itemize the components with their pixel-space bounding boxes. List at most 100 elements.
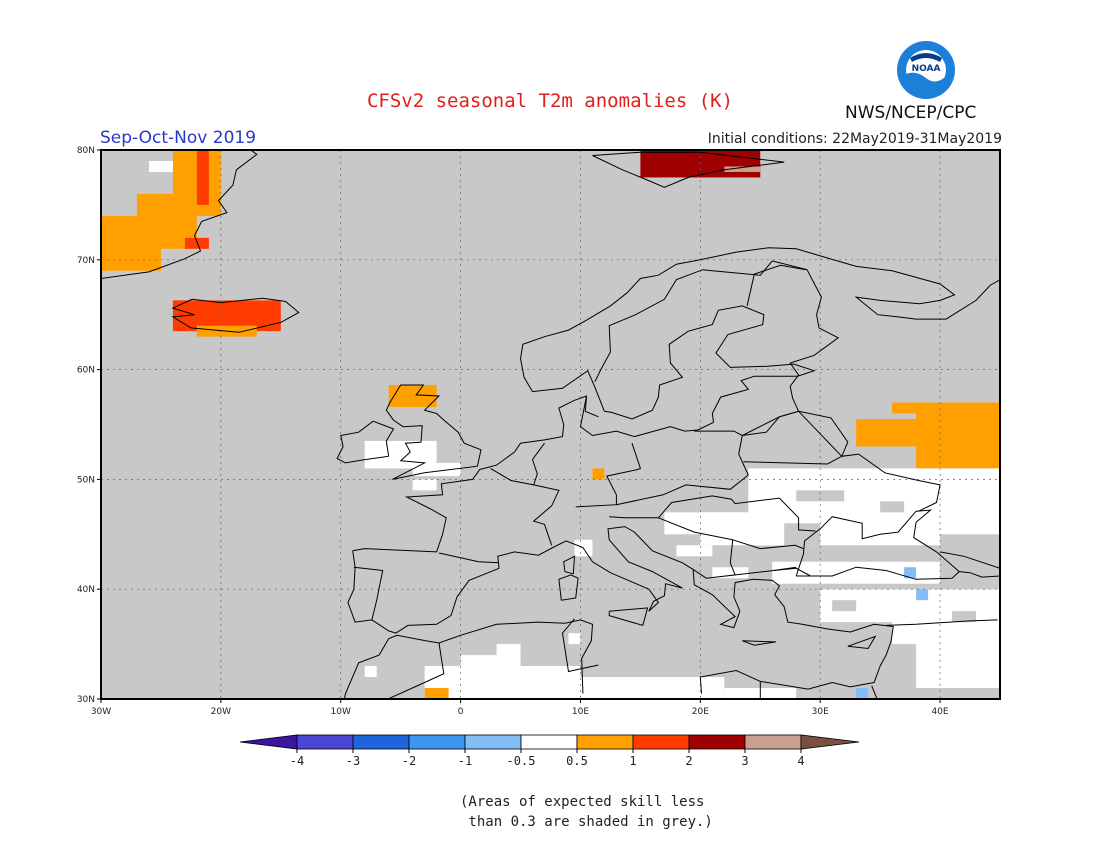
colorbar-box [296, 734, 354, 750]
colorbar-label: 0.5 [566, 754, 588, 768]
colorbar-label: 1 [629, 754, 636, 768]
low-skill-cell [784, 523, 821, 546]
anomaly-shading [101, 150, 1000, 699]
skill-footnote: (Areas of expected skill less than 0.3 a… [460, 794, 713, 830]
coastline-segment [616, 430, 749, 506]
coastline-segment [531, 442, 545, 486]
coastline-segment [594, 260, 840, 382]
anomaly-cell [364, 666, 377, 678]
colorbar-box [744, 734, 802, 750]
anomaly-cell [724, 166, 761, 172]
coastline-segment [353, 566, 384, 621]
lon-tick-label: 10W [331, 707, 351, 717]
coastline-segment [519, 247, 1000, 412]
coastline-segment [558, 574, 579, 601]
colorbar-label: 2 [685, 754, 692, 768]
coastline-segment [871, 685, 878, 699]
anomaly-cell [940, 468, 1000, 535]
coastline-segment [579, 305, 816, 438]
anomaly-cell [580, 677, 725, 699]
coastline-segment [773, 567, 811, 577]
anomaly-cell [712, 567, 749, 579]
coastline-segment [490, 467, 560, 546]
map-title: CFSv2 seasonal T2m anomalies (K) [366, 90, 734, 112]
coastline-segment [336, 420, 395, 464]
lat-tick-label: 30N [77, 695, 95, 705]
anomaly-cell [664, 512, 749, 535]
coastline-segment [352, 395, 599, 553]
anomaly-cell [916, 402, 1000, 469]
coastline-segment [798, 410, 941, 512]
colorbar-high-arrow [800, 734, 860, 750]
colorbar-box [352, 734, 410, 750]
anomaly-cell [148, 160, 173, 172]
lon-tick-label: 0 [458, 707, 464, 717]
coastline-segment [343, 619, 594, 699]
lon-tick-label: 40E [931, 707, 948, 717]
logo-text: NOAA [912, 64, 941, 74]
low-skill-cell [880, 501, 905, 513]
lat-tick-label: 50N [77, 475, 95, 485]
anomaly-cell [592, 468, 605, 480]
coastline-segment [795, 509, 960, 580]
colorbar-low-arrow [239, 734, 298, 750]
coastline-segment [746, 264, 806, 307]
coastline-segment [608, 607, 649, 627]
colorbar-box [464, 734, 522, 750]
anomaly-cell [184, 237, 209, 249]
colorbar-box [576, 734, 634, 750]
anomaly-cell [196, 182, 209, 205]
colorbar-box [632, 734, 690, 750]
lon-tick-label: 30E [812, 707, 829, 717]
anomaly-cell [412, 479, 437, 491]
coastline-segment [732, 539, 804, 550]
anomaly-cell [916, 589, 929, 601]
lat-tick-label: 80N [77, 146, 95, 156]
anomaly-cell [916, 633, 1000, 689]
coastline-segment [592, 151, 785, 188]
coastline-segment [101, 150, 258, 279]
lon-tick-label: 10E [572, 707, 589, 717]
colorbar: -4 -3 -2 -1 -0.5 0.5 1 2 3 4 [239, 734, 860, 768]
coastlines [101, 150, 1048, 699]
coastline-segment [940, 551, 1000, 578]
colorbar-box [520, 734, 578, 750]
anomaly-cell [172, 300, 197, 310]
low-skill-cell [952, 611, 977, 623]
lon-tick-label: 30W [91, 707, 111, 717]
anomaly-cell [196, 150, 209, 183]
colorbar-label: -0.5 [507, 754, 536, 768]
coastline-segment [561, 618, 599, 673]
colorbar-label: -2 [402, 754, 416, 768]
anomaly-cell [388, 384, 437, 407]
lon-tick-label: 20W [211, 707, 231, 717]
coastline-segment [386, 642, 445, 699]
lat-tick-label: 70N [77, 256, 95, 266]
lon-tick-label: 20E [692, 707, 709, 717]
anomaly-cell [568, 633, 581, 645]
lat-tick-label: 40N [77, 585, 95, 595]
coastline-segment [1024, 545, 1048, 605]
graticule [101, 150, 1000, 699]
initial-conditions: Initial conditions: 22May2019-31May2019 [707, 131, 1002, 147]
anomaly-cell [676, 545, 713, 557]
coastline-segment [742, 640, 776, 646]
low-skill-cell [796, 490, 845, 502]
season-label: Sep-Oct-Nov 2019 [100, 128, 257, 148]
anomaly-cell [904, 567, 917, 579]
noaa-logo: NOAA [897, 41, 955, 99]
colorbar-label: -4 [290, 754, 304, 768]
coastline-segment [438, 552, 500, 564]
colorbar-label: -1 [458, 754, 472, 768]
colorbar-label: 3 [741, 754, 748, 768]
coastline-segment [742, 410, 849, 465]
colorbar-label: 4 [797, 754, 804, 768]
coastline-segment [847, 635, 877, 650]
anomaly-cell [892, 402, 929, 414]
anomaly-cell [496, 644, 521, 667]
lat-tick-label: 60N [77, 366, 95, 376]
anomaly-cell [424, 688, 449, 699]
coastline-segment [886, 619, 998, 626]
colorbar-box [408, 734, 466, 750]
coastline-segment [742, 374, 800, 436]
